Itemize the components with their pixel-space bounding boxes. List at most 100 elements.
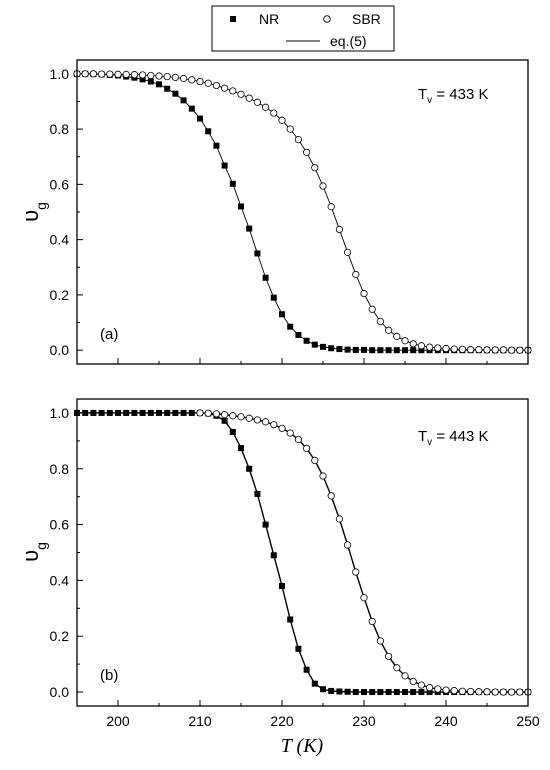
nr-point-b	[229, 428, 236, 435]
nr-point-b	[328, 687, 335, 694]
nr-point-a	[352, 346, 359, 353]
sbr-point-a	[294, 135, 302, 144]
sbr-point-b	[212, 410, 220, 418]
nr-point-b	[361, 689, 367, 696]
nr-point-b	[172, 409, 179, 416]
sbr-point-a	[98, 70, 106, 78]
sbr-point-b	[270, 421, 278, 429]
nr-point-a	[279, 311, 285, 318]
panel-b: 200 210 220 230 240 250 0.0 0.2 0.4 0.6 0.8 1.0 (b)…	[18, 398, 540, 757]
nr-point-b	[377, 689, 384, 696]
y-tick-label-a: 0.0	[50, 342, 70, 358]
nr-point-b	[238, 445, 244, 452]
nr-point-b	[311, 680, 318, 687]
nr-point-a	[328, 345, 335, 352]
nr-point-b	[385, 689, 392, 696]
sbr-point-b	[311, 456, 319, 464]
sbr-point-a	[335, 225, 343, 234]
nr-point-a	[287, 323, 294, 330]
nr-point-a	[410, 347, 417, 354]
sbr-point-a	[450, 345, 458, 353]
sbr-point-a	[507, 346, 516, 354]
y-tick-label-b: 0.4	[50, 572, 70, 588]
sbr-point-b	[335, 515, 343, 523]
sbr-point-a	[229, 87, 237, 95]
sbr-point-a	[417, 342, 425, 350]
nr-point-a	[254, 250, 261, 257]
sbr-point-b	[286, 429, 294, 437]
legend-nr-marker	[230, 16, 236, 22]
sbr-point-a	[286, 125, 294, 133]
sbr-point-b	[245, 414, 253, 422]
sbr-point-a	[319, 182, 327, 190]
nr-point-b	[221, 417, 228, 424]
sbr-point-b	[352, 568, 360, 576]
sbr-point-a	[343, 248, 352, 256]
sbr-point-a	[434, 344, 442, 352]
nr-point-a	[311, 341, 318, 348]
sbr-point-b	[499, 688, 507, 696]
nr-point-b	[147, 409, 154, 416]
sbr-point-a	[278, 116, 286, 124]
sbr-point-a	[180, 74, 188, 83]
nr-point-b	[188, 409, 195, 416]
sbr-point-a	[130, 71, 138, 79]
sbr-point-a	[89, 70, 98, 78]
y-tick-label-b: 0.8	[50, 461, 70, 477]
sbr-point-b	[491, 688, 499, 696]
nr-point-a	[262, 274, 269, 281]
nr-point-b	[270, 552, 277, 559]
nr-point-a	[369, 347, 376, 354]
sbr-point-b	[458, 687, 466, 695]
sbr-point-b	[409, 677, 417, 686]
sbr-point-a	[188, 76, 196, 84]
legend-sbr-label: SBR	[352, 11, 381, 27]
nr-point-a	[180, 97, 187, 104]
plot-area-a: 0.0 0.2 0.4 0.6 0.8 1.0	[50, 66, 532, 364]
nr-point-a	[393, 347, 400, 354]
sbr-point-a	[155, 72, 163, 80]
sbr-point-a	[466, 346, 475, 354]
nr-point-a	[164, 85, 171, 92]
nr-point-a	[336, 346, 343, 353]
sbr-point-a	[221, 84, 229, 92]
sbr-point-a	[302, 148, 311, 156]
sbr-point-a	[376, 317, 384, 326]
sbr-point-b	[401, 672, 409, 680]
sbr-point-a	[311, 164, 319, 172]
x-tick-label-230: 230	[352, 713, 376, 729]
sbr-point-a	[458, 345, 466, 353]
sbr-point-a	[483, 346, 491, 354]
sbr-point-a	[245, 94, 253, 102]
nr-point-b	[279, 582, 285, 589]
sbr-point-a	[253, 98, 261, 106]
y-tick-label-a: 0.2	[50, 287, 70, 303]
sbr-point-b	[417, 681, 425, 689]
legend-sbr-marker	[323, 15, 331, 23]
nr-point-b	[287, 616, 294, 623]
sbr-point-b	[221, 411, 229, 419]
sbr-point-b	[302, 444, 311, 452]
sbr-point-a	[212, 81, 220, 90]
y-tick-label-a: 0.6	[50, 176, 70, 192]
sbr-point-b	[278, 424, 286, 432]
x-tick-label-200: 200	[106, 713, 130, 729]
nr-point-a	[402, 347, 408, 354]
nr-point-b	[82, 409, 89, 416]
nr-point-a	[238, 203, 244, 210]
nr-point-a	[188, 105, 195, 112]
sbr-point-b	[327, 492, 335, 500]
sbr-point-a	[81, 70, 89, 78]
fit-line-sbr-b	[199, 412, 528, 693]
y-tick-label-a: 0.8	[50, 121, 70, 137]
sbr-point-a	[393, 332, 401, 340]
nr-point-b	[393, 689, 400, 696]
sbr-point-a	[147, 71, 155, 80]
sbr-point-b	[204, 409, 212, 417]
nr-point-a	[197, 115, 203, 122]
nr-point-a	[205, 128, 212, 135]
sbr-point-b	[196, 409, 204, 417]
sbr-point-b	[294, 435, 302, 444]
sbr-point-b	[475, 688, 483, 696]
nr-point-b	[164, 409, 171, 416]
